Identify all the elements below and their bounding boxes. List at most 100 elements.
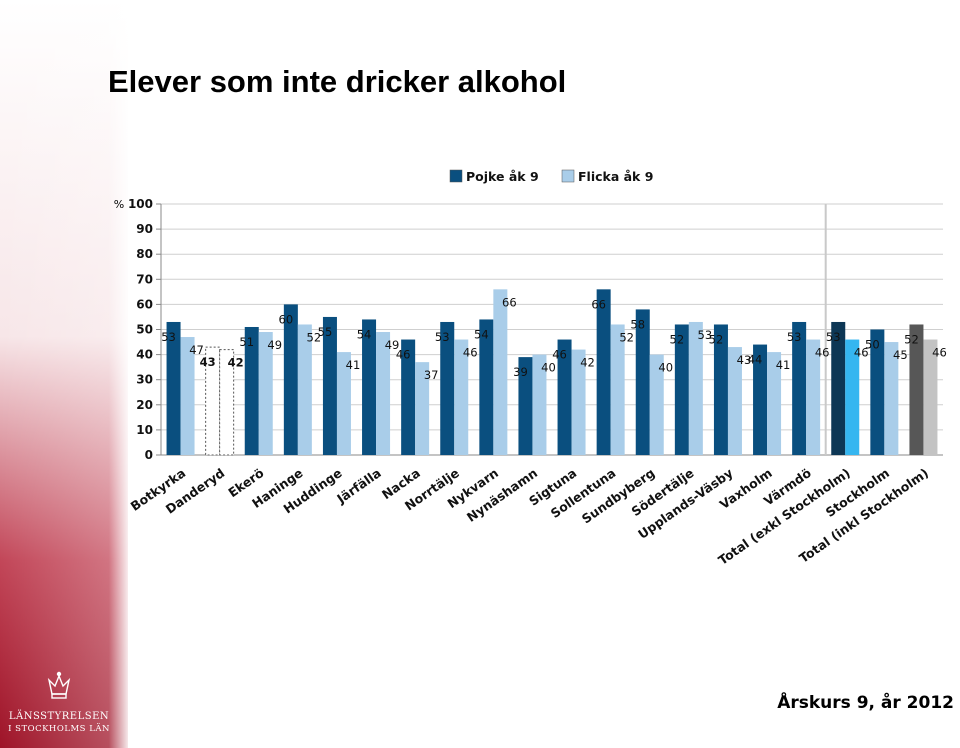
x-tick-label: Järfälla (333, 465, 383, 507)
y-tick-label: 100 (128, 197, 153, 211)
y-tick-label: 80 (136, 247, 153, 261)
bar-pojke (792, 321, 807, 455)
data-label: 39 (513, 365, 528, 379)
bar-flicka (219, 349, 235, 456)
data-label: 46 (854, 346, 869, 360)
bar-flicka (727, 347, 742, 455)
bar-pojke (322, 316, 337, 455)
bar-pojke (205, 346, 221, 456)
bar-flicka (532, 354, 547, 455)
legend-label: Pojke åk 9 (466, 169, 539, 184)
bar-pojke (909, 324, 924, 455)
legend-label: Flicka åk 9 (578, 169, 653, 184)
data-label: 44 (748, 353, 763, 367)
data-label: 46 (932, 346, 947, 360)
y-tick-label: 70 (136, 272, 153, 286)
bar-pojke (166, 321, 181, 455)
y-tick-label: 30 (136, 373, 153, 387)
bar-pojke (244, 326, 259, 455)
data-label: 42 (228, 356, 244, 370)
data-label: 42 (580, 356, 595, 370)
y-tick-label: 0 (145, 448, 153, 462)
data-label: 53 (787, 330, 802, 344)
bar-flicka (767, 352, 782, 455)
data-label: 60 (279, 312, 294, 326)
data-label: 52 (307, 330, 322, 344)
bar-pojke (870, 329, 885, 455)
legend-swatch (449, 169, 463, 183)
legend: Pojke åk 9 Flicka åk 9 (449, 169, 653, 184)
bar-flicka (297, 324, 312, 455)
org-name-line2: I STOCKHOLMS LÄN (8, 724, 110, 734)
legend-swatch (561, 169, 575, 183)
data-label: 49 (267, 338, 282, 352)
data-label: 52 (904, 332, 919, 346)
bar-pojke (674, 324, 689, 455)
bar-flicka (571, 349, 586, 455)
data-label: 52 (670, 332, 685, 346)
data-label: 46 (396, 348, 411, 362)
bar-pojke (283, 304, 298, 455)
data-label: 46 (552, 348, 567, 362)
y-tick-label: 90 (136, 222, 153, 236)
data-label: 46 (815, 346, 830, 360)
bar-pojke (713, 324, 728, 455)
data-label: 37 (424, 368, 439, 382)
bar-flicka (845, 339, 860, 455)
bar-flicka (884, 342, 899, 455)
data-label: 53 (698, 328, 713, 342)
x-axis-labels: BotkyrkaDanderydEkeröHaningeHuddingeJärf… (128, 465, 931, 568)
sidebar-gradient (0, 0, 128, 748)
bar-flicka (649, 354, 664, 455)
data-label: 66 (502, 295, 517, 309)
data-label: 51 (239, 335, 254, 349)
data-label: 55 (318, 325, 333, 339)
bar-pojke (401, 339, 416, 455)
data-label: 41 (776, 358, 791, 372)
data-label: 45 (893, 348, 908, 362)
data-label: 58 (630, 317, 645, 331)
y-tick-label: 20 (136, 398, 153, 412)
bar-flicka (376, 332, 391, 455)
data-label: 41 (346, 358, 361, 372)
data-label: 46 (463, 346, 478, 360)
bar-flicka (454, 339, 469, 455)
data-label: 50 (865, 338, 880, 352)
org-name-line1: LÄNSSTYRELSEN (8, 711, 110, 722)
bar-pojke (362, 319, 377, 455)
bar-pojke (831, 321, 846, 455)
bar-flicka (180, 337, 195, 455)
bar-flicka (415, 362, 430, 455)
data-label: 52 (709, 332, 724, 346)
bar-pojke (596, 289, 611, 455)
data-label: 52 (619, 330, 634, 344)
bars (166, 289, 938, 456)
data-label: 49 (385, 338, 400, 352)
bar-flicka (923, 339, 938, 455)
bar-flicka (493, 289, 508, 455)
bar-pojke (518, 357, 533, 455)
data-label: 43 (737, 353, 752, 367)
bar-pojke (557, 339, 572, 455)
y-axis-ticks: 0 10 20 30 40 50 60 70 80 90 100 (128, 197, 153, 462)
data-label: 40 (658, 361, 673, 375)
bar-flicka (806, 339, 821, 455)
data-label: 53 (826, 330, 841, 344)
data-label: 47 (189, 343, 204, 357)
data-label: 66 (591, 297, 606, 311)
sidebar-banner: LÄNSSTYRELSEN I STOCKHOLMS LÄN (0, 0, 128, 748)
y-tick-label: 40 (136, 348, 153, 362)
bar-pojke (753, 344, 768, 455)
y-tick-label: 50 (136, 323, 153, 337)
bar-pojke (635, 309, 650, 455)
bar-pojke (479, 319, 494, 455)
crown-logo-icon (47, 671, 71, 699)
footer-caption: Årskurs 9, år 2012 (777, 693, 954, 713)
y-tick-label: 10 (136, 423, 153, 437)
data-label: 53 (435, 330, 450, 344)
data-label: 54 (474, 327, 489, 341)
page-title: Elever som inte dricker alkohol (108, 64, 567, 99)
data-label: 40 (541, 361, 556, 375)
